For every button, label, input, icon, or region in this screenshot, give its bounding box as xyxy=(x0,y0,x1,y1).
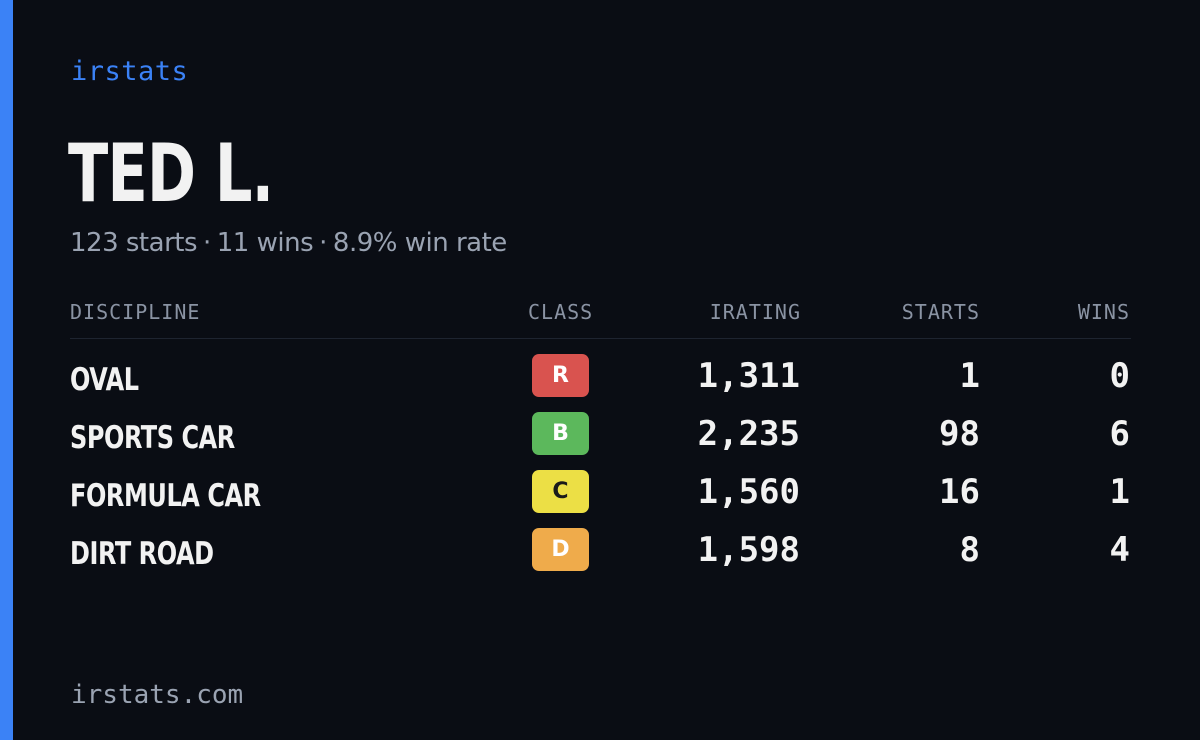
wins-value: 1 xyxy=(1109,472,1130,512)
starts-value: 8 xyxy=(959,530,980,570)
class-badge: C xyxy=(532,470,589,513)
table-row: FORMULA CAR C 1,560 16 1 xyxy=(70,470,1131,528)
discipline-name: FORMULA CAR xyxy=(70,478,261,514)
class-badge: R xyxy=(532,354,589,397)
separator: · xyxy=(203,228,211,258)
class-badge: B xyxy=(532,412,589,455)
irating-value: 1,598 xyxy=(697,530,800,570)
starts-value: 1 xyxy=(959,356,980,396)
starts-value: 16 xyxy=(939,472,980,512)
header-class: CLASS xyxy=(528,300,594,324)
discipline-name: DIRT ROAD xyxy=(70,536,214,572)
driver-summary: 123 starts · 11 wins · 8.9% win rate xyxy=(70,228,507,258)
table-header: DISCIPLINE CLASS IRATING STARTS WINS xyxy=(70,300,1131,339)
table-row: DIRT ROAD D 1,598 8 4 xyxy=(70,528,1131,586)
brand-logo: irstats xyxy=(71,56,189,87)
class-badge: D xyxy=(532,528,589,571)
separator: · xyxy=(319,228,327,258)
table-row: SPORTS CAR B 2,235 98 6 xyxy=(70,412,1131,470)
discipline-name: SPORTS CAR xyxy=(70,420,235,456)
irating-value: 1,311 xyxy=(697,356,800,396)
wins-value: 0 xyxy=(1109,356,1130,396)
discipline-name: OVAL xyxy=(70,362,139,398)
win-rate: 8.9% win rate xyxy=(332,228,507,258)
driver-name: TED L. xyxy=(68,127,274,220)
footer-url: irstats.com xyxy=(71,680,244,710)
header-wins: WINS xyxy=(1077,300,1130,324)
irating-value: 2,235 xyxy=(697,414,800,454)
starts-value: 98 xyxy=(939,414,980,454)
wins-value: 6 xyxy=(1109,414,1130,454)
table-row: OVAL R 1,311 1 0 xyxy=(70,354,1131,412)
starts-count: 123 starts xyxy=(70,228,198,258)
irating-value: 1,560 xyxy=(697,472,800,512)
header-discipline: DISCIPLINE xyxy=(70,300,201,324)
wins-count: 11 wins xyxy=(216,228,314,258)
header-irating: IRATING xyxy=(709,300,801,324)
wins-value: 4 xyxy=(1109,530,1130,570)
header-starts: STARTS xyxy=(901,300,980,324)
accent-bar xyxy=(0,0,13,740)
